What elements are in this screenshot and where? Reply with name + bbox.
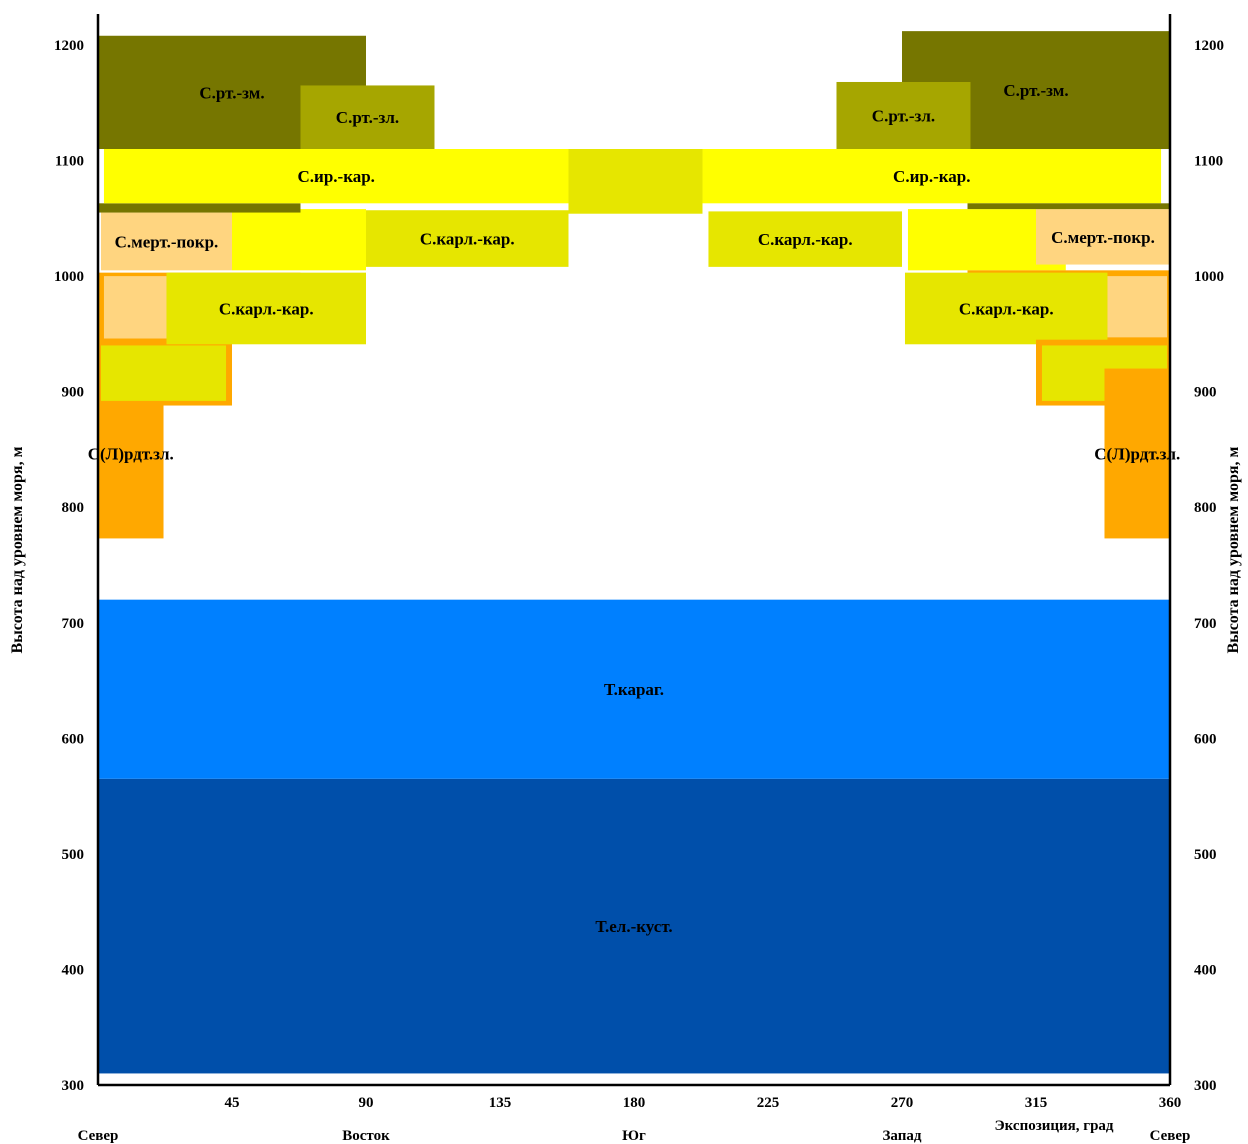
x-tick-225: 225 (757, 1095, 780, 1111)
y-axis-label-left: Высота над уровнем моря, м (9, 446, 26, 653)
zone-label-14: С.ир.-кар. (893, 167, 970, 186)
zone-0 (98, 778, 1170, 1074)
zone-25 (1104, 368, 1170, 539)
zone-9 (232, 209, 366, 271)
x-tick-90: 90 (359, 1095, 374, 1111)
y-tick-right-500: 500 (1194, 847, 1217, 863)
y-tick-right-1100: 1100 (1194, 154, 1223, 170)
zone-26 (967, 203, 1170, 210)
x-axis-label: Экспозиция, град (994, 1118, 1113, 1134)
zone-label-27: С.рт.-зм. (1003, 81, 1068, 100)
zone-10 (366, 210, 569, 267)
y-tick-left-300: 300 (62, 1078, 85, 1094)
y-tick-right-400: 400 (1194, 962, 1217, 978)
direction-labels: Север Восток Юг Запад Север (78, 1128, 1191, 1144)
zone-label-8: С.мерт.-покр. (115, 232, 219, 251)
zone-label-19: С.мерт.-покр. (1051, 228, 1155, 247)
zone-label-21: С.карл.-кар. (959, 299, 1054, 318)
y-tick-left-1100: 1100 (55, 154, 84, 170)
zone-12 (103, 149, 569, 204)
direction-label-4: Север (1150, 1128, 1191, 1144)
zone-label-2: С(Л)рдт.зл. (88, 444, 174, 463)
x-tick-135: 135 (489, 1095, 512, 1111)
zone-22 (1107, 276, 1168, 338)
zone-label-25: С(Л)рдт.зл. (1094, 444, 1180, 463)
zone-label-17: С.карл.-кар. (758, 230, 853, 249)
zone-label-15: С.рт.-зм. (199, 83, 264, 102)
y-tick-right-800: 800 (1194, 500, 1217, 516)
y-tick-right-1000: 1000 (1194, 269, 1224, 285)
y-tick-right-700: 700 (1194, 616, 1217, 632)
x-tick-45: 45 (225, 1095, 240, 1111)
zone-label-16: С.рт.-зл. (336, 108, 399, 127)
y-tick-left-1000: 1000 (54, 269, 84, 285)
y-tick-left-500: 500 (62, 847, 85, 863)
x-tick-315: 315 (1025, 1095, 1048, 1111)
x-ticks: 45 90 135 180 225 270 315 360 (225, 1095, 1182, 1111)
direction-label-1: Восток (342, 1128, 390, 1144)
zone-19 (1036, 209, 1170, 265)
zone-4 (100, 345, 227, 401)
zone-14 (702, 149, 1162, 204)
zone-label-7: С.карл.-кар. (219, 299, 314, 318)
zone-17 (708, 211, 902, 267)
zone-1 (98, 599, 1170, 779)
y-tick-right-300: 300 (1194, 1078, 1217, 1094)
zone-13 (568, 149, 703, 214)
zone-21 (904, 272, 1108, 345)
y-tick-left-900: 900 (62, 385, 85, 401)
zone-label-1: Т.караг. (604, 680, 664, 699)
zone-label-0: Т.ел.-куст. (595, 917, 672, 936)
zone-label-10: С.карл.-кар. (420, 230, 515, 249)
y-tick-right-600: 600 (1194, 731, 1217, 747)
x-tick-360: 360 (1159, 1095, 1182, 1111)
y-tick-right-900: 900 (1194, 385, 1217, 401)
y-ticks-right: 300 400 500 600 700 800 900 1000 1100 1200 (1194, 38, 1224, 1094)
y-ticks-left: 300 400 500 600 700 800 900 1000 1100 1200 (54, 38, 84, 1094)
direction-label-0: Север (78, 1128, 119, 1144)
direction-label-2: Юг (622, 1128, 646, 1144)
zone-label-12: С.ир.-кар. (298, 167, 375, 186)
y-tick-left-400: 400 (62, 962, 85, 978)
y-tick-left-800: 800 (62, 500, 85, 516)
y-tick-left-600: 600 (62, 731, 85, 747)
zone-6 (103, 276, 167, 339)
y-tick-left-700: 700 (62, 616, 85, 632)
y-tick-left-1200: 1200 (54, 38, 84, 54)
y-axis-label-right: Высота над уровнем моря, м (1225, 446, 1242, 653)
zone-11 (98, 203, 301, 213)
direction-label-3: Запад (883, 1128, 922, 1144)
zone-label-28: С.рт.-зл. (872, 106, 935, 125)
zone-labels: Т.ел.-куст. Т.караг. С(Л)рдт.зл. С.карл.-ка… (88, 81, 1181, 936)
zone-28 (836, 81, 971, 149)
zone-16 (300, 85, 435, 149)
zone-7 (166, 272, 366, 345)
vegetation-zones (98, 31, 1170, 1074)
x-tick-270: 270 (891, 1095, 914, 1111)
zone-8 (100, 212, 232, 271)
y-tick-right-1200: 1200 (1194, 38, 1224, 54)
x-tick-180: 180 (623, 1095, 646, 1111)
